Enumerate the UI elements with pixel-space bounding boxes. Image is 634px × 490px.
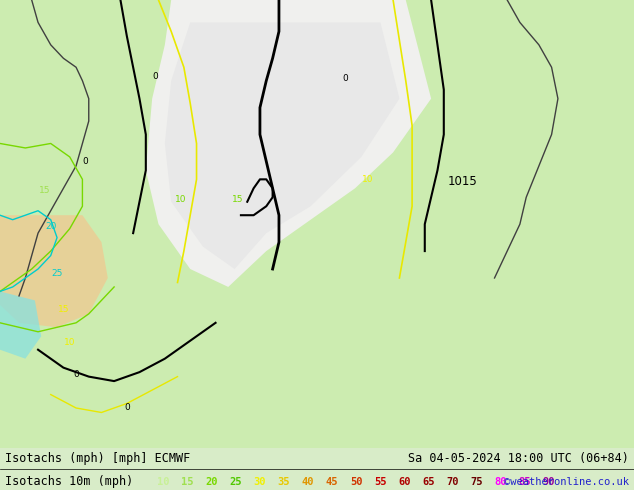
Text: 30: 30 [254,477,266,487]
Text: Isotachs 10m (mph): Isotachs 10m (mph) [5,475,133,488]
Text: 85: 85 [519,477,531,487]
Text: Sa 04-05-2024 18:00 UTC (06+84): Sa 04-05-2024 18:00 UTC (06+84) [408,452,629,465]
Text: 55: 55 [374,477,387,487]
Text: 25: 25 [51,269,63,278]
Text: 10: 10 [64,339,75,347]
Text: 40: 40 [302,477,314,487]
Text: 15: 15 [39,186,50,195]
Text: 1015: 1015 [448,175,477,188]
Text: 70: 70 [446,477,459,487]
Text: 0: 0 [82,157,89,166]
Text: 15: 15 [232,195,243,204]
Text: 15: 15 [58,305,69,314]
Text: 0: 0 [342,74,349,83]
Text: 35: 35 [278,477,290,487]
Text: 65: 65 [422,477,435,487]
Text: 90: 90 [543,477,555,487]
Text: 25: 25 [230,477,242,487]
Text: 0: 0 [73,370,79,379]
Polygon shape [146,0,431,287]
Text: 0: 0 [124,403,130,413]
Text: 50: 50 [350,477,363,487]
Text: 10: 10 [157,477,170,487]
Polygon shape [165,23,399,269]
Text: 0: 0 [152,72,158,81]
Text: 20: 20 [45,222,56,231]
Text: 10: 10 [175,195,186,204]
Polygon shape [0,215,108,327]
Text: 15: 15 [181,477,194,487]
Text: 75: 75 [470,477,483,487]
Text: ©weatheronline.co.uk: ©weatheronline.co.uk [504,477,629,487]
Text: 45: 45 [326,477,339,487]
Text: 10: 10 [362,175,373,184]
Text: 60: 60 [398,477,411,487]
Text: 80: 80 [495,477,507,487]
Text: 20: 20 [205,477,218,487]
Text: Isotachs (mph) [mph] ECMWF: Isotachs (mph) [mph] ECMWF [5,452,190,465]
Polygon shape [0,292,41,359]
